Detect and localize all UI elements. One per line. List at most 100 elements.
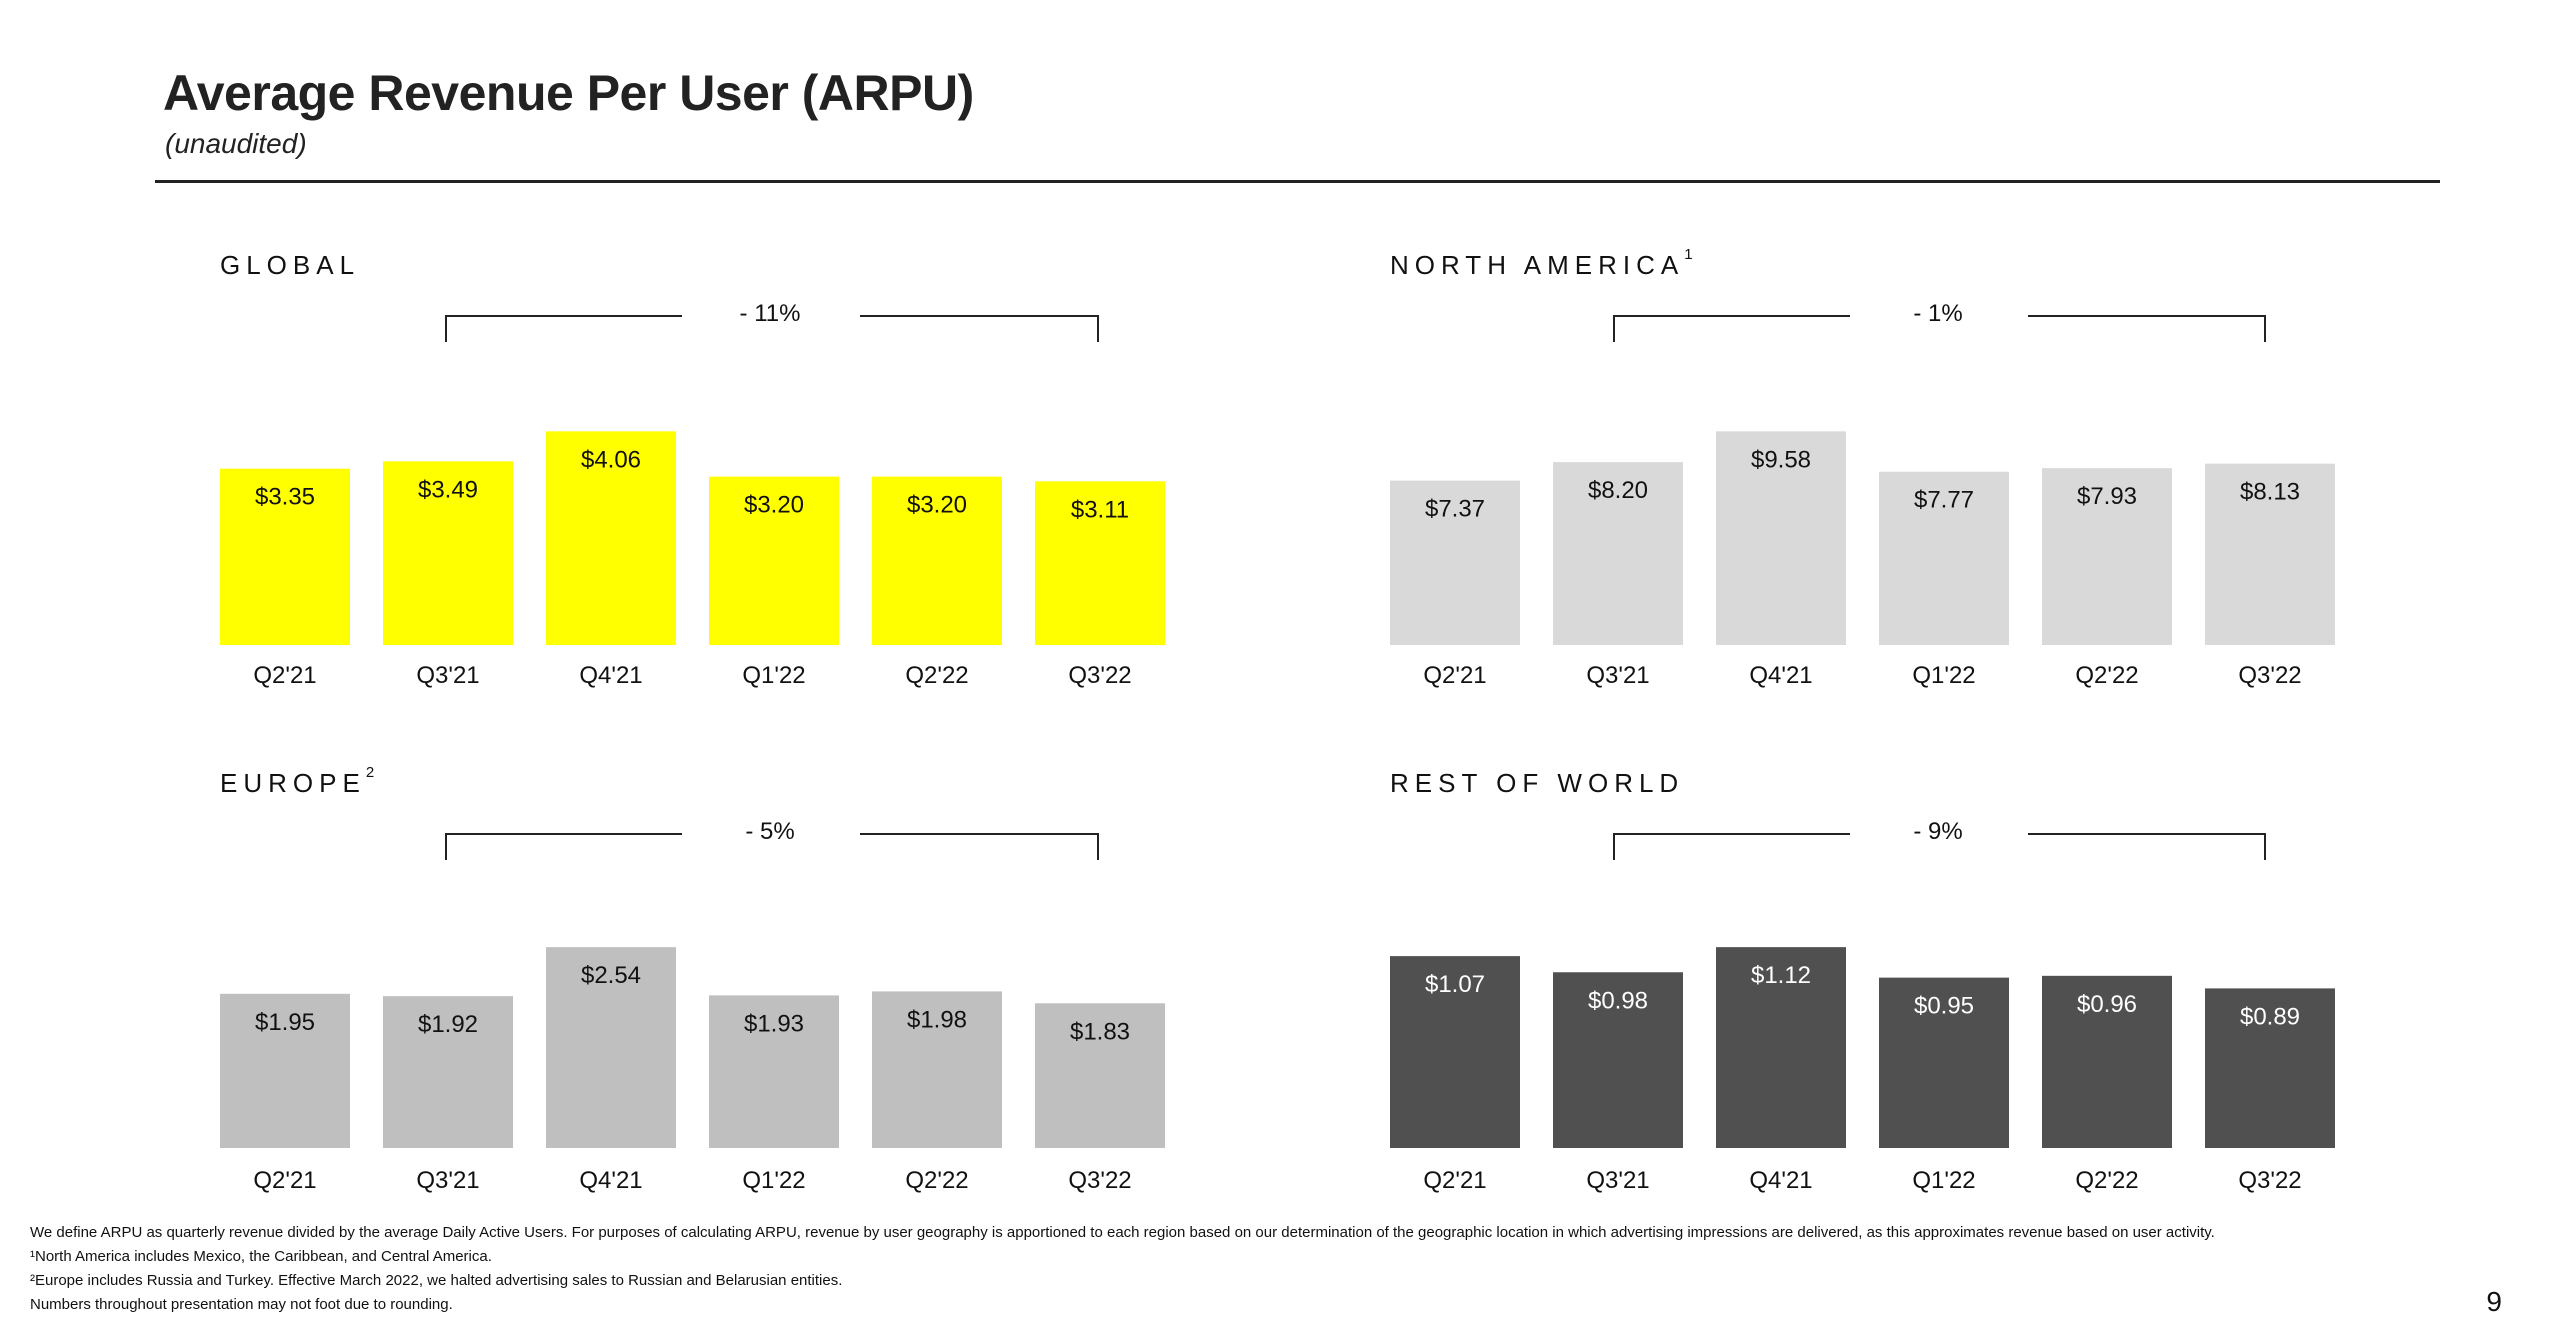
data-label: $1.83: [1070, 1018, 1130, 1045]
data-label: $1.07: [1425, 971, 1485, 998]
bar-Q3'22: [2205, 463, 2335, 645]
x-tick-label: Q1'22: [742, 1167, 805, 1194]
x-tick-label: Q4'21: [1749, 662, 1812, 689]
x-tick-label: Q1'22: [1912, 1167, 1975, 1194]
x-tick-label: Q1'22: [1912, 662, 1975, 689]
bar-Q1'22: [709, 476, 839, 645]
change-bracket: [445, 833, 1099, 860]
x-tick-label: Q2'22: [2075, 1167, 2138, 1194]
bar-Q3'22: [1035, 1003, 1165, 1148]
x-tick-label: Q2'22: [905, 662, 968, 689]
data-label: $7.37: [1425, 496, 1485, 523]
panel-title: NORTH AMERICA1: [1390, 246, 1695, 281]
bar-chart: $7.37 Q2'21 $8.20 Q3'21 $9.58 Q4'21 $7.77 Q1'22…: [1390, 431, 2335, 689]
data-label: $3.49: [418, 476, 478, 503]
panel-title: EUROPE2: [220, 764, 376, 799]
x-tick-label: Q2'21: [253, 662, 316, 689]
bar-Q2'22: [2042, 468, 2172, 645]
data-label: $3.35: [255, 484, 315, 511]
x-tick-label: Q3'22: [2238, 1167, 2301, 1194]
bar-Q2'21: [1390, 480, 1520, 645]
panel-title-text: NORTH AMERICA: [1390, 250, 1685, 280]
panel-title-text: EUROPE: [220, 768, 366, 798]
panel-rest-of-world: REST OF WORLD - 9% $1.07 Q2'21 $0.98 Q3'21 $…: [1390, 768, 2390, 1198]
x-tick-label: Q4'21: [579, 662, 642, 689]
x-tick-label: Q2'21: [1423, 1167, 1486, 1194]
bar-Q2'22: [872, 991, 1002, 1148]
data-label: $1.95: [255, 1009, 315, 1036]
bar-Q1'22: [1879, 977, 2009, 1148]
change-label: - 11%: [739, 300, 801, 327]
change-label: - 1%: [1913, 300, 1963, 327]
bar-Q4'21: [1716, 431, 1846, 645]
bar-Q2'21: [220, 468, 350, 645]
panel-title-text: GLOBAL: [220, 250, 361, 280]
x-tick-label: Q3'22: [1068, 662, 1131, 689]
change-bracket: [445, 315, 1099, 342]
footnote-europe: ²Europe includes Russia and Turkey. Effe…: [30, 1272, 843, 1289]
bar-Q1'22: [1879, 471, 2009, 645]
data-label: $0.96: [2077, 991, 2137, 1018]
panel-title-text: REST OF WORLD: [1390, 768, 1685, 798]
panel-title: GLOBAL: [220, 250, 360, 281]
panel-title-superscript: 1: [1684, 246, 1695, 263]
data-label: $8.20: [1588, 477, 1648, 504]
x-tick-label: Q2'21: [253, 1167, 316, 1194]
bar-Q2'21: [1390, 956, 1520, 1148]
bar-Q3'22: [2205, 988, 2335, 1148]
bar-Q4'21: [546, 431, 676, 645]
bar-Q3'21: [383, 461, 513, 645]
header-divider: [155, 180, 2440, 183]
bar-Q2'22: [872, 476, 1002, 645]
data-label: $7.93: [2077, 483, 2137, 510]
data-label: $0.89: [2240, 1003, 2300, 1030]
bar-chart: $1.07 Q2'21 $0.98 Q3'21 $1.12 Q4'21 $0.95 Q1'22…: [1390, 947, 2335, 1194]
x-tick-label: Q2'22: [905, 1167, 968, 1194]
panel-north-america: NORTH AMERICA1 - 1% $7.37 Q2'21 $8.20 Q3'21…: [1390, 246, 2390, 710]
bar-chart: $3.35 Q2'21 $3.49 Q3'21 $4.06 Q4'21 $3.20 Q1'22…: [220, 431, 1165, 689]
bar-chart: $1.95 Q2'21 $1.92 Q3'21 $2.54 Q4'21 $1.93 Q1'22…: [220, 947, 1165, 1194]
bar-Q4'21: [546, 947, 676, 1148]
data-label: $3.20: [744, 492, 804, 519]
bar-Q3'22: [1035, 481, 1165, 645]
footnote-rounding: Numbers throughout presentation may not …: [30, 1296, 453, 1313]
page-title: Average Revenue Per User (ARPU): [163, 65, 974, 121]
data-label: $0.98: [1588, 987, 1648, 1014]
data-label: $1.93: [744, 1010, 804, 1037]
panel-europe: EUROPE2 - 5% $1.95 Q2'21 $1.92 Q3'21 $2.54 Q4…: [220, 764, 1220, 1198]
panel-title: REST OF WORLD: [1390, 768, 1684, 799]
x-tick-label: Q1'22: [742, 662, 805, 689]
data-label: $7.77: [1914, 487, 1974, 514]
bar-Q2'21: [220, 993, 350, 1148]
bar-Q2'22: [2042, 975, 2172, 1148]
x-tick-label: Q3'21: [1586, 662, 1649, 689]
x-tick-label: Q3'22: [1068, 1167, 1131, 1194]
panel-title-superscript: 2: [365, 764, 377, 781]
bar-Q3'21: [1553, 462, 1683, 645]
data-label: $8.13: [2240, 479, 2300, 506]
panel-global: GLOBAL - 11% $3.35 Q2'21 $3.49 Q3'21 $4.06 Q4…: [220, 250, 1220, 710]
data-label: $1.92: [418, 1011, 478, 1038]
footnote-north-america: ¹North America includes Mexico, the Cari…: [30, 1248, 492, 1265]
data-label: $1.12: [1751, 962, 1811, 989]
change-bracket: [1613, 833, 2266, 860]
page-subtitle: (unaudited): [165, 128, 307, 159]
data-label: $3.20: [907, 492, 967, 519]
data-label: $0.95: [1914, 993, 1974, 1020]
page-number: 9: [2486, 1286, 2502, 1317]
bar-Q4'21: [1716, 947, 1846, 1148]
x-tick-label: Q4'21: [579, 1167, 642, 1194]
data-label: $1.98: [907, 1006, 967, 1033]
data-label: $3.11: [1071, 496, 1129, 523]
x-tick-label: Q2'22: [2075, 662, 2138, 689]
x-tick-label: Q2'21: [1423, 662, 1486, 689]
data-label: $2.54: [581, 962, 641, 989]
change-bracket: [1613, 315, 2266, 342]
bar-Q3'21: [383, 996, 513, 1148]
x-tick-label: Q3'21: [416, 1167, 479, 1194]
bar-Q1'22: [709, 995, 839, 1148]
x-tick-label: Q3'21: [416, 662, 479, 689]
bar-Q3'21: [1553, 972, 1683, 1148]
x-tick-label: Q3'22: [2238, 662, 2301, 689]
x-tick-label: Q4'21: [1749, 1167, 1812, 1194]
